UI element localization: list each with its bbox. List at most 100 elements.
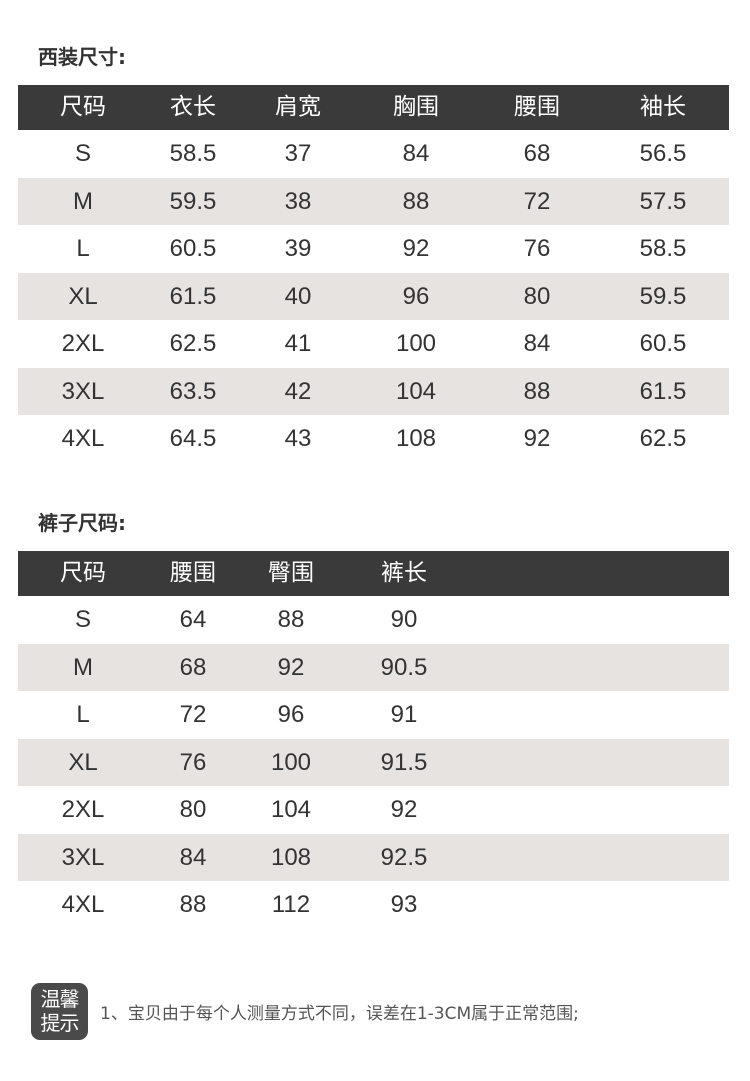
table-cell: 61.5	[169, 282, 217, 310]
table-cell: 43	[284, 425, 312, 452]
table-cell: 92	[390, 796, 418, 823]
table-cell: 90.5	[380, 653, 428, 681]
table-cell: 42	[284, 377, 312, 405]
table-cell: L	[76, 701, 90, 728]
table-row: 2XL 62.5 41 100 84 60.5	[18, 320, 729, 368]
table-cell: 64	[179, 606, 207, 633]
table-cell: 104	[395, 377, 437, 405]
table-cell: 68	[523, 140, 551, 167]
table-row: XL 76 100 91.5	[18, 738, 729, 786]
table-cell: 3XL	[61, 377, 105, 405]
table-cell: 112	[271, 891, 311, 918]
table-cell: S	[74, 606, 91, 633]
table-cell: 62.5	[169, 330, 217, 357]
table-row: 4XL 64.5 43 108 92 62.5	[18, 415, 729, 463]
table-cell: 93	[390, 891, 418, 918]
pants-size-table: 尺码 腰围 臀围 裤长 S 64 88 90 M 68 92 90.5 L 72 96 91 XL 76 100 91…	[18, 551, 729, 929]
table-cell: XL	[68, 282, 98, 310]
table-row: S 58.5 37 84 68 56.5	[18, 130, 729, 178]
table-cell: 96	[402, 282, 430, 310]
column-header: 腰围	[514, 94, 560, 120]
table-cell: 39	[284, 235, 312, 262]
table-row: 4XL 88 112 93	[18, 881, 729, 929]
table-cell: 37	[284, 140, 312, 167]
badge-line-2: 提示	[40, 1011, 80, 1035]
table-cell: 91	[390, 701, 418, 728]
table-cell: 92	[523, 425, 551, 452]
table-cell: 61.5	[639, 377, 687, 405]
table-row: M 59.5 38 88 72 57.5	[18, 177, 729, 225]
table-cell: 56.5	[639, 140, 687, 167]
badge-line-1: 温馨	[40, 987, 80, 1011]
table-cell: 84	[523, 330, 551, 357]
table-row: 2XL 80 104 92	[18, 786, 729, 834]
tip-note: 温馨 提示 1、宝贝由于每个人测量方式不同，误差在1-3CM属于正常范围;	[31, 983, 579, 1040]
table-cell: 100	[395, 330, 437, 357]
table-cell: 60.5	[639, 330, 687, 357]
table-cell: 90	[390, 606, 418, 633]
column-header: 胸围	[393, 94, 439, 120]
table-cell: 72	[179, 701, 207, 728]
table-cell: 108	[395, 425, 437, 452]
table-cell: M	[73, 653, 93, 681]
table-cell: S	[74, 140, 91, 167]
table-cell: 4XL	[61, 891, 105, 918]
table-cell: 3XL	[61, 843, 105, 871]
table-row: L 60.5 39 92 76 58.5	[18, 225, 729, 273]
column-header: 腰围	[170, 560, 216, 586]
pants-size-title: 裤子尺码:	[38, 511, 126, 535]
table-cell: XL	[68, 748, 98, 776]
table-cell: 41	[284, 330, 312, 357]
table-cell: L	[76, 235, 90, 262]
table-cell: 108	[270, 843, 312, 871]
table-row: XL 61.5 40 96 80 59.5	[18, 272, 729, 320]
table-row: L 72 96 91	[18, 691, 729, 739]
table-cell: 2XL	[61, 796, 105, 823]
table-cell: 60.5	[169, 235, 217, 262]
table-cell: 92.5	[380, 843, 428, 871]
table-cell: 4XL	[61, 425, 105, 452]
table-row: 3XL 63.5 42 104 88 61.5	[18, 367, 729, 415]
column-header: 衣长	[170, 94, 216, 120]
table-row: M 68 92 90.5	[18, 643, 729, 691]
table-cell: 92	[277, 653, 305, 681]
table-cell: M	[73, 187, 93, 215]
table-cell: 91.5	[380, 748, 428, 776]
table-cell: 76	[523, 235, 551, 262]
header-row: 尺码 衣长 肩宽 胸围 腰围 袖长	[18, 85, 729, 130]
table-cell: 80	[523, 282, 551, 310]
table-cell: 57.5	[639, 187, 687, 215]
column-header: 尺码	[60, 94, 106, 120]
table-cell: 58.5	[169, 140, 217, 167]
table-cell: 92	[402, 235, 430, 262]
tip-badge: 温馨 提示	[31, 983, 88, 1040]
table-cell: 84	[179, 843, 207, 871]
table-cell: 96	[277, 701, 305, 728]
suit-size-title: 西装尺寸:	[38, 45, 126, 69]
table-cell: 100	[270, 748, 312, 776]
table-cell: 88	[277, 606, 305, 633]
table-cell: 63.5	[169, 377, 217, 405]
table-cell: 80	[179, 796, 207, 823]
table-cell: 59.5	[169, 187, 217, 215]
tip-text: 1、宝贝由于每个人测量方式不同，误差在1-3CM属于正常范围;	[100, 1004, 579, 1024]
table-cell: 72	[523, 187, 551, 215]
table-cell: 64.5	[169, 425, 217, 452]
table-cell: 68	[179, 653, 207, 681]
table-cell: 76	[179, 748, 207, 776]
table-row: 3XL 84 108 92.5	[18, 833, 729, 881]
table-cell: 58.5	[639, 235, 687, 262]
table-cell: 88	[179, 891, 207, 918]
column-header: 尺码	[60, 560, 106, 586]
table-cell: 84	[402, 140, 430, 167]
column-header: 袖长	[640, 94, 686, 120]
suit-size-table: 尺码 衣长 肩宽 胸围 腰围 袖长 S 58.5 37 84 68 56.5 M 59.5 38 88 72 57…	[18, 85, 729, 463]
table-cell: 62.5	[639, 425, 687, 452]
table-row: S 64 88 90	[18, 596, 729, 644]
table-cell: 88	[523, 377, 551, 405]
table-cell: 40	[284, 282, 312, 310]
header-row: 尺码 腰围 臀围 裤长	[18, 551, 729, 596]
table-cell: 59.5	[639, 282, 687, 310]
table-cell: 88	[402, 187, 430, 215]
column-header: 臀围	[268, 560, 314, 586]
